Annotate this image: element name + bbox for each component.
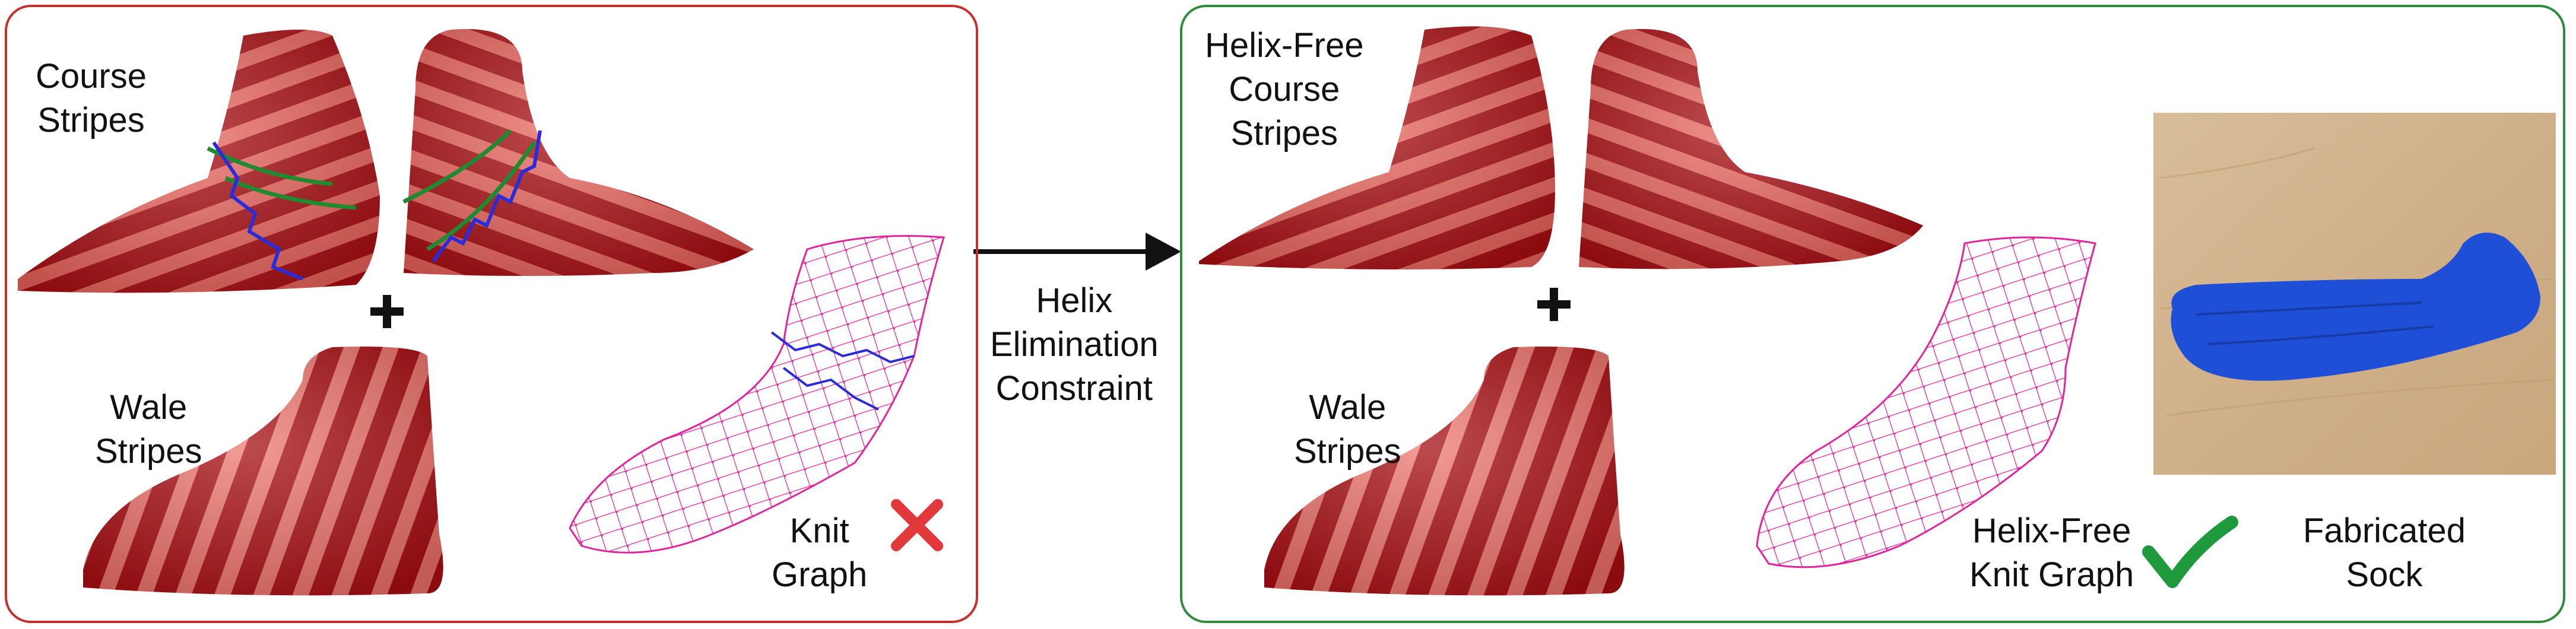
fabricated-sock-label: Fabricated Sock — [2303, 512, 2466, 594]
right-panel-frame — [1180, 5, 2565, 623]
right-knit-graph-label: Helix-Free Knit Graph — [1969, 512, 2134, 594]
left-course-foot-2 — [402, 28, 754, 277]
left-cross-icon — [891, 499, 943, 551]
left-wale-stripes-label: Wale Stripes — [95, 388, 202, 471]
right-knit-graph — [1756, 236, 2096, 568]
transition-arrow — [973, 233, 1181, 271]
left-knit-graph-label: Knit Graph — [772, 512, 868, 594]
right-course-foot-2 — [1579, 28, 1923, 269]
right-wale-foot — [1264, 347, 1625, 596]
right-wale-stripes-label: Wale Stripes — [1294, 388, 1401, 471]
left-course-stripes-label: Course Stripes — [36, 57, 147, 139]
right-course-foot-1 — [1199, 26, 1555, 269]
left-plus-icon — [370, 295, 404, 328]
right-checkmark-icon — [2142, 516, 2238, 588]
left-course-foot-1 — [18, 30, 380, 293]
left-wale-foot — [83, 347, 443, 596]
right-course-stripes-label: Helix-Free Course Stripes — [1205, 26, 1364, 153]
fabricated-sock-photo — [2153, 113, 2556, 475]
arrow-constraint-label: Helix Elimination Constraint — [990, 281, 1159, 408]
right-plus-icon — [1537, 288, 1571, 321]
left-knit-graph — [569, 235, 945, 554]
left-panel-frame — [5, 5, 978, 623]
